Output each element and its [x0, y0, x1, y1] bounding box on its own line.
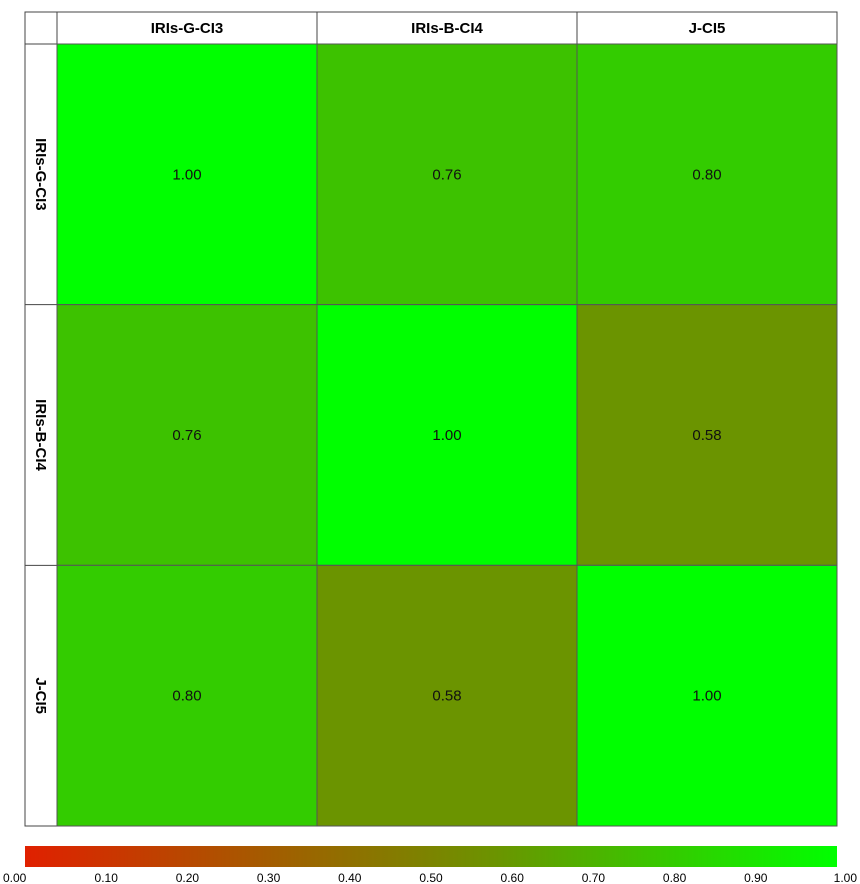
- color-scale-tick-label: 1.00: [834, 871, 858, 884]
- cell-value-label: 0.58: [692, 427, 721, 444]
- cell-value-label: 1.00: [692, 688, 721, 705]
- row-header-label: J-CI5: [32, 677, 49, 714]
- heatmap-cell: [576, 564, 838, 827]
- color-scale-bar: [25, 846, 837, 867]
- column-headers: IRIs-G-CI3 IRIs-B-CI4 J-CI5: [151, 12, 726, 44]
- color-scale-tick-label: 0.80: [663, 871, 687, 884]
- color-scale-tick-label: 0.00: [3, 871, 27, 884]
- cell-value-label: 1.00: [432, 427, 461, 444]
- heatmap-cell: [576, 43, 838, 306]
- cell-value-label: 0.76: [172, 427, 201, 444]
- color-scale-tick-label: 0.50: [419, 871, 443, 884]
- column-header-strip: [56, 11, 838, 45]
- cell-value-label: 1.00: [172, 166, 201, 183]
- color-scale-tick-label: 0.70: [582, 871, 606, 884]
- cell-value-label: 0.76: [432, 166, 461, 183]
- heatmap-cell: [56, 304, 318, 566]
- heatmap-cell: [56, 564, 318, 827]
- cell-value-label: 0.80: [692, 166, 721, 183]
- heatmap-cell: [316, 564, 578, 827]
- color-scale-tick-label: 0.90: [744, 871, 768, 884]
- heatmap-cell: [576, 304, 838, 566]
- color-scale-tick-label: 0.30: [257, 871, 281, 884]
- row-headers: IRIs-G-CI3 IRIs-B-CI4 J-CI5: [25, 138, 57, 714]
- cell-value-label: 0.80: [172, 688, 201, 705]
- heatmap-cell: [56, 43, 318, 306]
- row-header-label: IRIs-G-CI3: [32, 138, 49, 211]
- column-header-label: IRIs-B-CI4: [411, 20, 483, 37]
- color-scale-tick-label: 0.60: [501, 871, 525, 884]
- corner-cell: [24, 11, 58, 45]
- cell-value-label: 0.58: [432, 688, 461, 705]
- color-scale-ticks: 0.00 0.10 0.20 0.30 0.40 0.50 0.60 0.70 0.80 0.90…: [3, 871, 857, 884]
- heatmap-cell: [316, 304, 578, 566]
- column-header-label: J-CI5: [689, 20, 726, 37]
- color-scale-tick-label: 0.40: [338, 871, 362, 884]
- heatmap-cell: [316, 43, 578, 306]
- color-scale-tick-label: 0.20: [176, 871, 200, 884]
- row-header-label: IRIs-B-CI4: [32, 399, 49, 471]
- column-header-label: IRIs-G-CI3: [151, 20, 224, 37]
- row-header-strip: [24, 43, 58, 827]
- color-scale-tick-label: 0.10: [95, 871, 119, 884]
- heatmap-cells: 1.00 0.76 0.80 0.76 1.00 0.58 0.80 0.58 1.00: [56, 43, 838, 827]
